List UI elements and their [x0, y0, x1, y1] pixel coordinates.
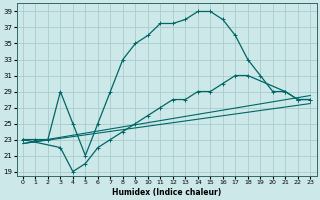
X-axis label: Humidex (Indice chaleur): Humidex (Indice chaleur) — [112, 188, 221, 197]
